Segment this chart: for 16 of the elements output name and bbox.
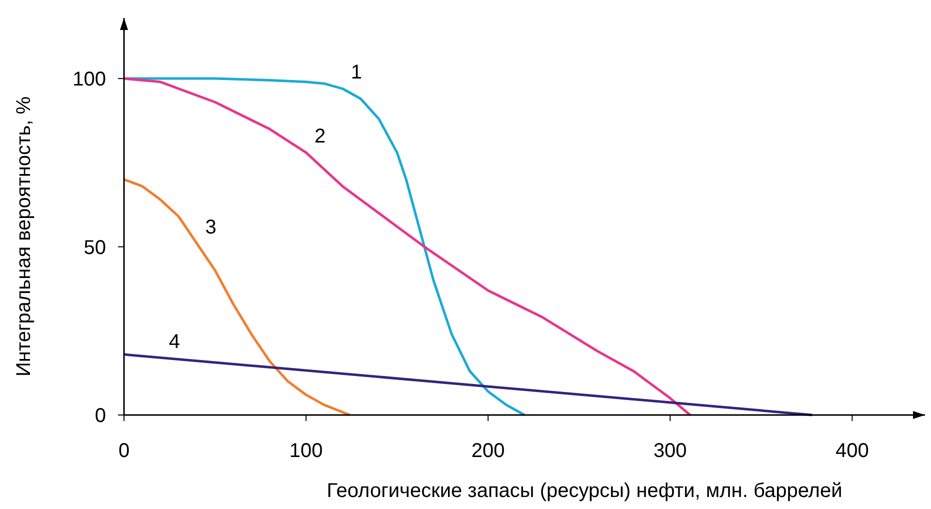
y-tick-label: 0: [94, 405, 106, 427]
x-tick-label: 0: [118, 440, 130, 462]
annotation: 4: [168, 330, 180, 353]
line-series: [122, 77, 692, 416]
x-tick-label: 400: [835, 440, 869, 462]
x-axis-title: Геологические запасы (ресурсы) нефти, млн. баррелей: [326, 480, 842, 502]
x-tick-label: 200: [471, 440, 505, 462]
x-tick-label: 100: [289, 440, 323, 462]
annotation: 3: [205, 216, 216, 238]
y-tick-label: 100: [72, 68, 106, 91]
y-tick-label: 50: [84, 236, 106, 259]
annotation: 1: [350, 62, 362, 84]
annotation: 2: [314, 126, 326, 148]
x-tick-label: 300: [653, 440, 687, 462]
line-series: [122, 178, 351, 416]
y-axis-title: Интегральная вероятность, %: [13, 96, 35, 377]
